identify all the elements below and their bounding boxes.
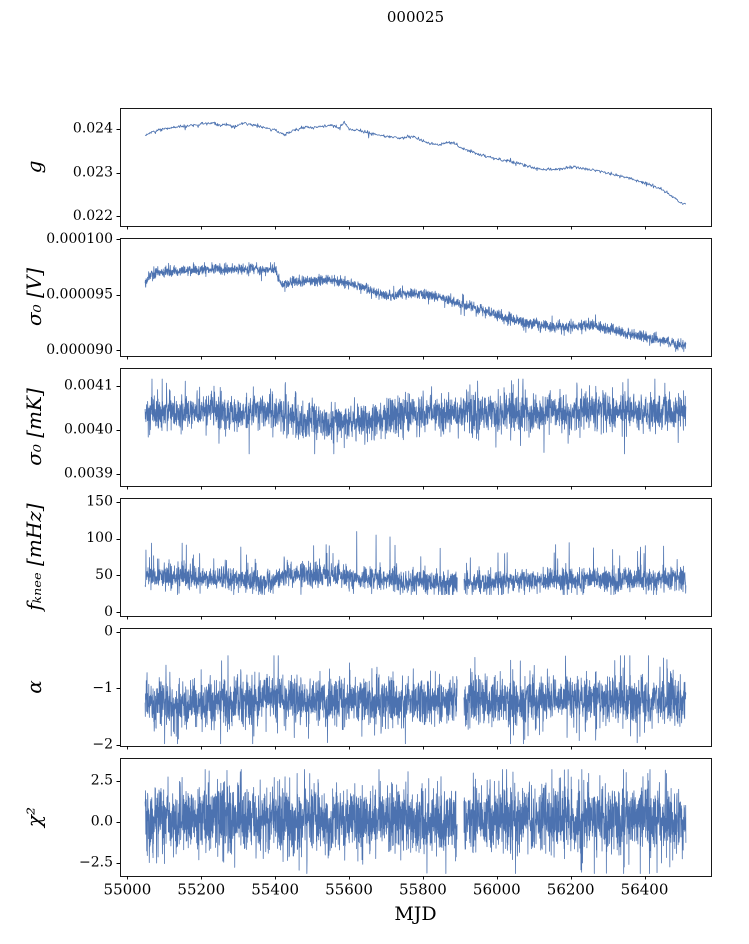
xlabel-mjd: MJD bbox=[394, 903, 437, 925]
ylabel-fknee: fₖₙₑₑ [mHz] bbox=[22, 503, 46, 611]
ylabel-alpha: α bbox=[22, 680, 46, 694]
ylabel-g: g bbox=[22, 160, 46, 174]
ylabel-sigma0-mk: σ₀ [mK] bbox=[22, 388, 46, 466]
figure-title: 000025 bbox=[386, 8, 445, 26]
ylabel-sigma0-v: σ₀ [V] bbox=[22, 267, 46, 327]
ylabel-chi2: χ² bbox=[22, 806, 46, 828]
